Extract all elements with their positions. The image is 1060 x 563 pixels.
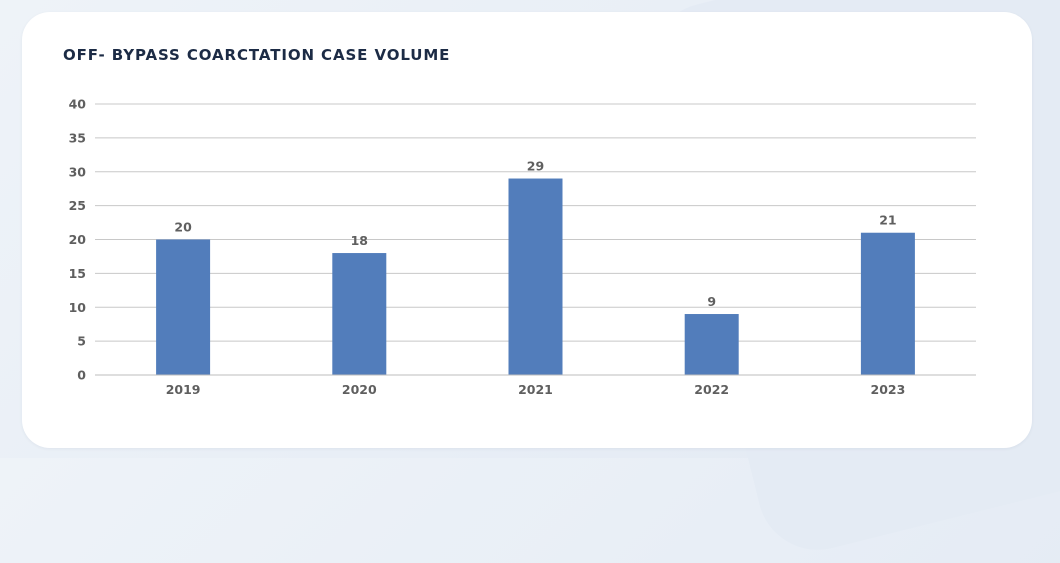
y-tick-label: 40 <box>69 97 87 112</box>
bar-2023 <box>860 232 915 375</box>
chart-title: OFF- BYPASS COARCTATION CASE VOLUME <box>63 46 451 64</box>
data-label: 20 <box>174 220 192 235</box>
x-tick-label: 2021 <box>518 382 553 397</box>
x-tick-label: 2019 <box>166 382 201 397</box>
y-tick-label: 0 <box>77 368 86 383</box>
x-tick-label: 2022 <box>694 382 729 397</box>
bars <box>156 178 915 375</box>
y-tick-label: 10 <box>69 300 87 315</box>
bar-2021 <box>508 178 563 375</box>
y-tick-label: 30 <box>69 164 87 179</box>
y-tick-label: 35 <box>69 130 86 145</box>
x-tick-label: 2020 <box>342 382 377 397</box>
data-label: 21 <box>879 213 896 228</box>
bar-2019 <box>156 239 211 375</box>
y-tick-label: 15 <box>69 266 86 281</box>
y-axis-tick-labels: 0 5 10 15 20 25 30 35 40 <box>69 97 87 383</box>
x-tick-label: 2023 <box>871 382 906 397</box>
data-label: 9 <box>707 294 716 309</box>
data-label: 29 <box>527 159 544 174</box>
x-axis-tick-labels: 2019 2020 2021 2022 2023 <box>166 382 906 397</box>
y-tick-label: 20 <box>69 232 87 247</box>
data-label: 18 <box>351 233 368 248</box>
data-labels: 20 18 29 9 21 <box>174 159 896 310</box>
y-tick-label: 5 <box>77 334 86 349</box>
y-tick-label: 25 <box>69 198 86 213</box>
bar-2020 <box>332 253 387 375</box>
bar-2022 <box>684 314 739 375</box>
